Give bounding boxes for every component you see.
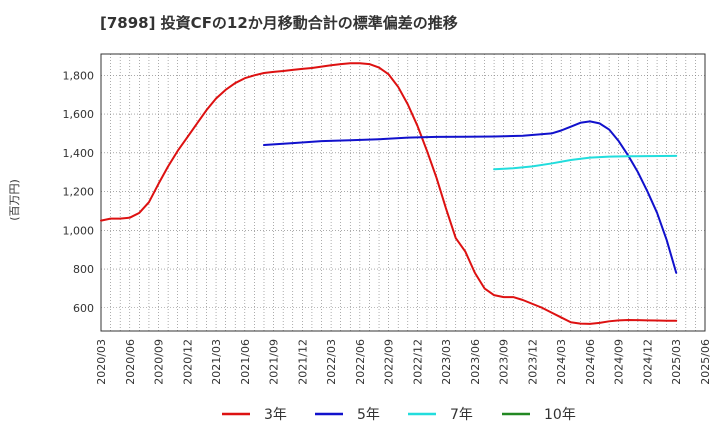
legend: 3年 5年 7年 10年 bbox=[222, 407, 576, 423]
series-line bbox=[493, 154, 678, 171]
y-tick-label: 1,600 bbox=[63, 108, 95, 121]
legend-label: 5年 bbox=[357, 407, 380, 423]
x-tick-label: 2021/03 bbox=[210, 339, 223, 385]
x-tick-label: 2025/06 bbox=[699, 339, 712, 385]
x-tick-label: 2022/12 bbox=[411, 339, 424, 385]
y-tick-label: 800 bbox=[73, 263, 94, 276]
series-line bbox=[262, 120, 678, 274]
x-tick-label: 2020/06 bbox=[124, 339, 137, 385]
series-lines bbox=[100, 62, 678, 325]
chart-title: [7898] 投資CFの12か月移動合計の標準偏差の推移 bbox=[100, 14, 458, 32]
x-tick-label: 2024/06 bbox=[584, 339, 597, 385]
x-tick-label: 2024/12 bbox=[641, 339, 654, 385]
x-tick-label: 2020/03 bbox=[95, 339, 108, 385]
x-tick-label: 2022/06 bbox=[354, 339, 367, 385]
series-line bbox=[100, 62, 678, 325]
x-tick-label: 2023/03 bbox=[440, 339, 453, 385]
y-axis-label: (百万円) bbox=[8, 179, 21, 221]
x-tick-label: 2024/03 bbox=[555, 339, 568, 385]
y-axis-ticks: 600 800 1,000 1,200 1,400 1,600 1,800 bbox=[63, 69, 95, 314]
x-axis-ticks: 2020/03 2020/06 2020/09 2020/12 2021/03 2021/… bbox=[95, 339, 712, 385]
y-tick-label: 1,000 bbox=[63, 224, 95, 237]
x-tick-label: 2023/06 bbox=[469, 339, 482, 385]
x-tick-label: 2023/12 bbox=[526, 339, 539, 385]
x-tick-label: 2021/12 bbox=[296, 339, 309, 385]
legend-label: 10年 bbox=[544, 407, 576, 423]
legend-label: 3年 bbox=[264, 407, 287, 423]
x-tick-label: 2021/09 bbox=[268, 339, 281, 385]
y-tick-label: 1,800 bbox=[63, 69, 95, 82]
y-tick-label: 1,400 bbox=[63, 147, 95, 160]
x-tick-label: 2020/09 bbox=[153, 339, 166, 385]
y-tick-label: 1,200 bbox=[63, 186, 95, 199]
x-tick-label: 2023/09 bbox=[498, 339, 511, 385]
x-tick-label: 2022/09 bbox=[383, 339, 396, 385]
grid bbox=[101, 54, 705, 331]
plot-frame bbox=[100, 53, 706, 332]
x-tick-label: 2025/03 bbox=[670, 339, 683, 385]
x-tick-label: 2021/06 bbox=[239, 339, 252, 385]
x-tick-label: 2022/03 bbox=[325, 339, 338, 385]
x-tick-label: 2024/09 bbox=[613, 339, 626, 385]
legend-label: 7年 bbox=[450, 407, 473, 423]
x-tick-label: 2020/12 bbox=[181, 339, 194, 385]
y-tick-label: 600 bbox=[73, 302, 94, 315]
